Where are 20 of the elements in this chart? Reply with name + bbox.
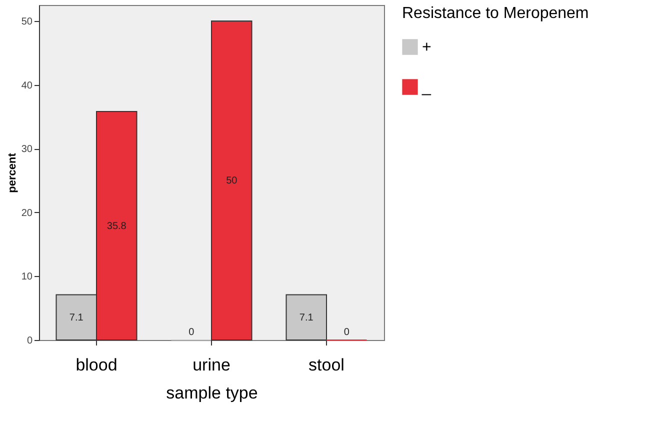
x-axis-title: sample type [166,384,258,402]
data-label: 7.1 [69,312,84,324]
legend-label: + [422,39,432,56]
x-tick-label: stool [308,356,344,374]
data-label: 7.1 [299,312,314,324]
y-tick-label: 10 [21,272,33,283]
x-tick-label: blood [76,356,118,374]
legend-title: Resistance to Meropenem [402,5,589,22]
y-tick-label: 30 [21,144,33,156]
y-tick-label: 0 [26,336,33,346]
data-label: 50 [226,175,238,186]
legend-label: _ [421,79,432,96]
x-tick-label: urine [192,356,230,374]
data-label: 0 [344,327,350,338]
y-tick-label: 50 [21,16,33,28]
data-label: 0 [188,327,195,338]
data-label: 35.8 [106,220,127,232]
y-axis-title: percent [6,152,18,193]
y-tick-label: 40 [21,80,33,92]
y-tick-label: 20 [21,208,33,219]
